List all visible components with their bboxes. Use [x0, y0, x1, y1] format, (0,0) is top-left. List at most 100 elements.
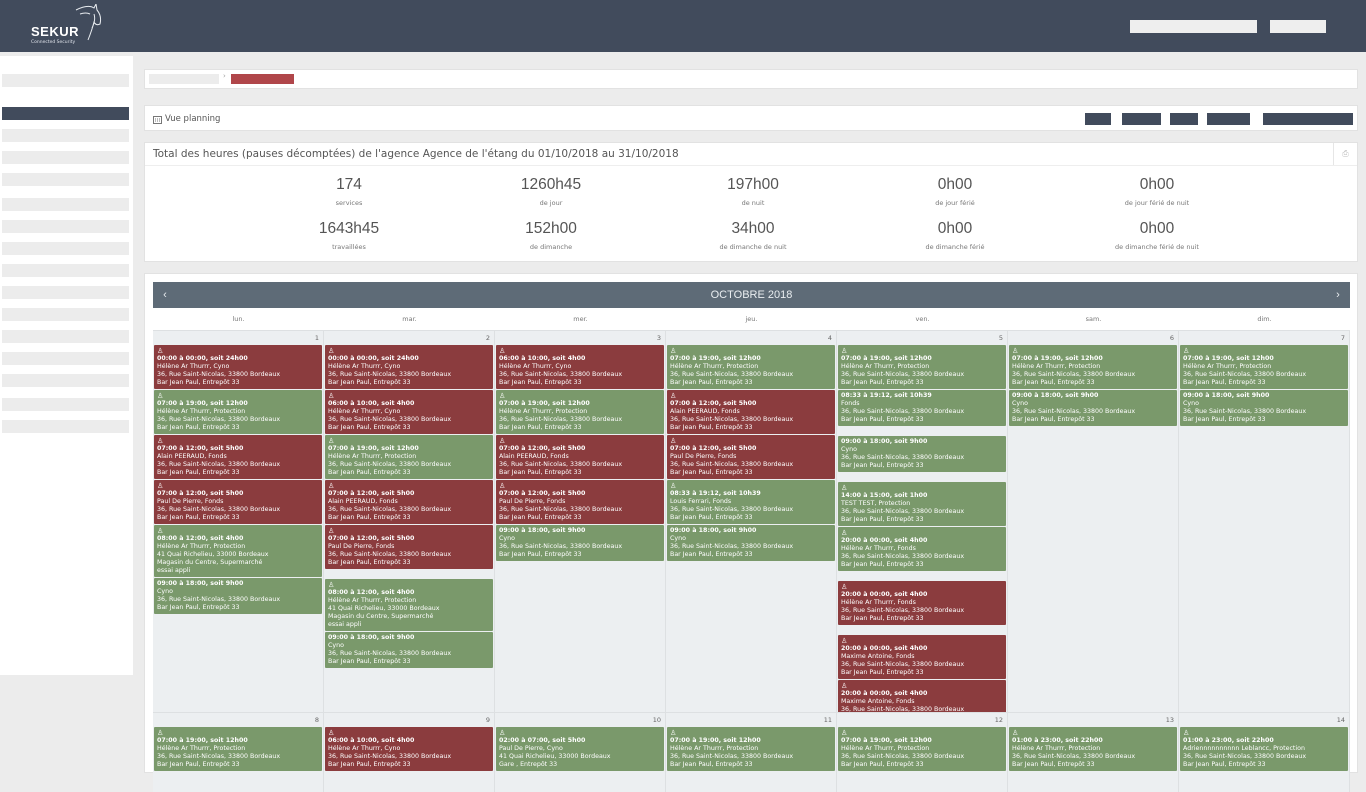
- shift-event[interactable]: ♙ 08:00 à 12:00, soit 4h00 Hélène Ar Thurr…: [325, 579, 493, 631]
- view-planning-label[interactable]: Vue planning: [153, 114, 220, 124]
- shift-detail: Bar Jean Paul, Entrepôt 33: [499, 514, 582, 521]
- shift-event[interactable]: 09:00 à 18:00, soit 9h00 Cyno 36, Rue Sain…: [667, 525, 835, 561]
- shift-detail: Gare , Entrepôt 33: [499, 761, 558, 768]
- shift-detail: Hélène Ar Thurrr, Protection: [1012, 745, 1101, 752]
- stat-item: 0h00 de dimanche férié de nuit: [1057, 220, 1257, 251]
- shift-event[interactable]: ♙ 14:00 à 15:00, soit 1h00 TEST TEST, Prot…: [838, 482, 1006, 526]
- shift-event[interactable]: ♙ 01:00 à 23:00, soit 22h00 Hélène Ar Thur…: [1009, 727, 1177, 771]
- shift-event[interactable]: ♙ 07:00 à 19:00, soit 12h00 Hélène Ar Thur…: [838, 345, 1006, 389]
- sidebar-item[interactable]: [2, 151, 129, 164]
- shift-event[interactable]: 09:00 à 18:00, soit 9h00 Cyno 36, Rue Sain…: [325, 632, 493, 668]
- calendar-day-cell[interactable]: 5 ♙ 07:00 à 19:00, soit 12h00 Hélène Ar Thu…: [837, 330, 1008, 724]
- shift-event[interactable]: ♙ 07:00 à 12:00, soit 5h00 Alain PEERAUD, …: [667, 390, 835, 434]
- calendar-day-cell[interactable]: 2 ♙ 00:00 à 00:00, soit 24h00 Hélène Ar Thu…: [324, 330, 495, 712]
- shift-event[interactable]: 08:33 à 19:12, soit 10h39 Fonds 36, Rue Sa…: [838, 390, 1006, 426]
- shift-event[interactable]: ♙ 07:00 à 19:00, soit 12h00 Hélène Ar Thur…: [154, 390, 322, 434]
- sidebar-item[interactable]: [2, 398, 129, 411]
- sidebar-item[interactable]: [2, 198, 129, 211]
- shift-event[interactable]: ♙ 06:00 à 10:00, soit 4h00 Hélène Ar Thurr…: [325, 727, 493, 771]
- shift-event[interactable]: ♙ 07:00 à 19:00, soit 12h00 Hélène Ar Thur…: [667, 727, 835, 771]
- stat-label: travaillées: [332, 243, 366, 251]
- shift-event[interactable]: ♙ 00:00 à 00:00, soit 24h00 Hélène Ar Thur…: [325, 345, 493, 389]
- shift-detail: Cyno: [841, 446, 857, 453]
- next-month-button[interactable]: ›: [1336, 289, 1340, 301]
- shift-event[interactable]: ♙ 20:00 à 00:00, soit 4h00 Hélène Ar Thurr…: [838, 581, 1006, 625]
- shift-event[interactable]: ♙ 07:00 à 12:00, soit 5h00 Paul De Pierre,…: [496, 480, 664, 524]
- sidebar-item[interactable]: [2, 74, 129, 87]
- logout-button[interactable]: [1270, 20, 1326, 33]
- sidebar-item[interactable]: [2, 173, 129, 186]
- shift-event[interactable]: ♙ 07:00 à 19:00, soit 12h00 Hélène Ar Thur…: [325, 435, 493, 479]
- shift-event[interactable]: 09:00 à 18:00, soit 9h00 Cyno 36, Rue Sain…: [838, 436, 1006, 472]
- calendar-day-cell[interactable]: 8 ♙ 07:00 à 19:00, soit 12h00 Hélène Ar Thu…: [153, 712, 324, 792]
- shift-event[interactable]: ♙ 02:00 à 07:00, soit 5h00 Paul De Pierre,…: [496, 727, 664, 771]
- sidebar-item[interactable]: [2, 264, 129, 277]
- user-icon: ♙: [670, 729, 677, 737]
- shift-event[interactable]: ♙ 08:33 à 19:12, soit 10h39 Louis Ferrari,…: [667, 480, 835, 524]
- shift-event[interactable]: ♙ 07:00 à 12:00, soit 5h00 Alain PEERAUD, …: [154, 435, 322, 479]
- shift-time: 07:00 à 12:00, soit 5h00: [670, 445, 757, 452]
- calendar-day-cell[interactable]: 12 ♙ 07:00 à 19:00, soit 12h00 Hélène Ar Th…: [837, 712, 1008, 792]
- sidebar-item[interactable]: [2, 129, 129, 142]
- sidebar-item[interactable]: [2, 308, 129, 321]
- sidebar-item[interactable]: [2, 330, 129, 343]
- shift-detail: 36, Rue Saint-Nicolas, 33800 Bordeaux: [1183, 753, 1307, 760]
- toolbar-button[interactable]: [1085, 113, 1111, 125]
- shift-event[interactable]: ♙ 00:00 à 00:00, soit 24h00 Hélène Ar Thur…: [154, 345, 322, 389]
- calendar-day-cell[interactable]: 14 ♙ 01:00 à 23:00, soit 22h00 Adriennnnnnn…: [1179, 712, 1350, 792]
- breadcrumb-home[interactable]: [149, 74, 219, 84]
- shift-event[interactable]: ♙ 07:00 à 12:00, soit 5h00 Alain PEERAUD, …: [325, 480, 493, 524]
- toolbar-button[interactable]: [1263, 113, 1353, 125]
- shift-event[interactable]: ♙ 07:00 à 19:00, soit 12h00 Hélène Ar Thur…: [667, 345, 835, 389]
- calendar-day-cell[interactable]: 11 ♙ 07:00 à 19:00, soit 12h00 Hélène Ar Th…: [666, 712, 837, 792]
- shift-detail: Bar Jean Paul, Entrepôt 33: [841, 669, 924, 676]
- shift-event[interactable]: ♙ 06:00 à 10:00, soit 4h00 Hélène Ar Thurr…: [325, 390, 493, 434]
- sekur-logo[interactable]: SEKUR Connected Security: [30, 4, 110, 48]
- shift-event[interactable]: 09:00 à 18:00, soit 9h00 Cyno 36, Rue Sain…: [496, 525, 664, 561]
- user-menu[interactable]: [1130, 20, 1257, 33]
- calendar-day-cell[interactable]: 7 ♙ 07:00 à 19:00, soit 12h00 Hélène Ar Thu…: [1179, 330, 1350, 712]
- calendar-day-cell[interactable]: 10 ♙ 02:00 à 07:00, soit 5h00 Paul De Pierr…: [495, 712, 666, 792]
- shift-event[interactable]: ♙ 08:00 à 12:00, soit 4h00 Hélène Ar Thurr…: [154, 525, 322, 577]
- calendar-day-cell[interactable]: 13 ♙ 01:00 à 23:00, soit 22h00 Hélène Ar Th…: [1008, 712, 1179, 792]
- shift-event[interactable]: ♙ 07:00 à 19:00, soit 12h00 Hélène Ar Thur…: [1009, 345, 1177, 389]
- shift-event[interactable]: ♙ 01:00 à 23:00, soit 22h00 Adriennnnnnnnn…: [1180, 727, 1348, 771]
- toolbar-button[interactable]: [1122, 113, 1161, 125]
- shift-time: 14:00 à 15:00, soit 1h00: [841, 492, 928, 499]
- sidebar-item-active[interactable]: [2, 107, 129, 120]
- shift-event[interactable]: ♙ 20:00 à 00:00, soit 4h00 Hélène Ar Thurr…: [838, 527, 1006, 571]
- calendar-day-cell[interactable]: 1 ♙ 00:00 à 00:00, soit 24h00 Hélène Ar Thu…: [153, 330, 324, 712]
- shift-detail: 36, Rue Saint-Nicolas, 33800 Bordeaux: [841, 661, 965, 668]
- shift-event[interactable]: ♙ 07:00 à 12:00, soit 5h00 Paul De Pierre,…: [154, 480, 322, 524]
- shift-event[interactable]: ♙ 06:00 à 10:00, soit 4h00 Hélène Ar Thurr…: [496, 345, 664, 389]
- calendar-day-cell[interactable]: 4 ♙ 07:00 à 19:00, soit 12h00 Hélène Ar Thu…: [666, 330, 837, 712]
- toolbar-button[interactable]: [1170, 113, 1198, 125]
- prev-month-button[interactable]: ‹: [163, 289, 167, 301]
- shift-event[interactable]: 09:00 à 18:00, soit 9h00 Cyno 36, Rue Sain…: [154, 578, 322, 614]
- shift-event[interactable]: ♙ 07:00 à 19:00, soit 12h00 Hélène Ar Thur…: [154, 727, 322, 771]
- shift-event[interactable]: 09:00 à 18:00, soit 9h00 Cyno 36, Rue Sain…: [1180, 390, 1348, 426]
- calendar-day-cell[interactable]: 9 ♙ 06:00 à 10:00, soit 4h00 Hélène Ar Thur…: [324, 712, 495, 792]
- sidebar-item[interactable]: [2, 352, 129, 365]
- shift-event[interactable]: ♙ 07:00 à 12:00, soit 5h00 Paul De Pierre,…: [325, 525, 493, 569]
- toolbar-button[interactable]: [1207, 113, 1250, 125]
- breadcrumb-current[interactable]: [231, 74, 294, 84]
- calendar-day-cell[interactable]: 3 ♙ 06:00 à 10:00, soit 4h00 Hélène Ar Thur…: [495, 330, 666, 712]
- user-icon: ♙: [157, 347, 164, 355]
- calendar-day-cell[interactable]: 6 ♙ 07:00 à 19:00, soit 12h00 Hélène Ar Thu…: [1008, 330, 1179, 712]
- print-icon[interactable]: ⎙: [1333, 143, 1357, 165]
- shift-event[interactable]: ♙ 07:00 à 19:00, soit 12h00 Hélène Ar Thur…: [496, 390, 664, 434]
- shift-event[interactable]: ♙ 07:00 à 19:00, soit 12h00 Hélène Ar Thur…: [838, 727, 1006, 771]
- sidebar-item[interactable]: [2, 374, 129, 387]
- day-number: 12: [994, 716, 1003, 724]
- shift-event[interactable]: ♙ 07:00 à 19:00, soit 12h00 Hélène Ar Thur…: [1180, 345, 1348, 389]
- sidebar-item[interactable]: [2, 420, 129, 433]
- sidebar-item[interactable]: [2, 242, 129, 255]
- shift-event[interactable]: ♙ 20:00 à 00:00, soit 4h00 Maxime Antoine,…: [838, 635, 1006, 679]
- sidebar-item[interactable]: [2, 220, 129, 233]
- sidebar-item[interactable]: [2, 286, 129, 299]
- shift-detail: 36, Rue Saint-Nicolas, 33800 Bordeaux: [499, 461, 623, 468]
- shift-event[interactable]: 09:00 à 18:00, soit 9h00 Cyno 36, Rue Sain…: [1009, 390, 1177, 426]
- shift-event[interactable]: ♙ 07:00 à 12:00, soit 5h00 Paul De Pierre,…: [667, 435, 835, 479]
- shift-event[interactable]: ♙ 07:00 à 12:00, soit 5h00 Alain PEERAUD, …: [496, 435, 664, 479]
